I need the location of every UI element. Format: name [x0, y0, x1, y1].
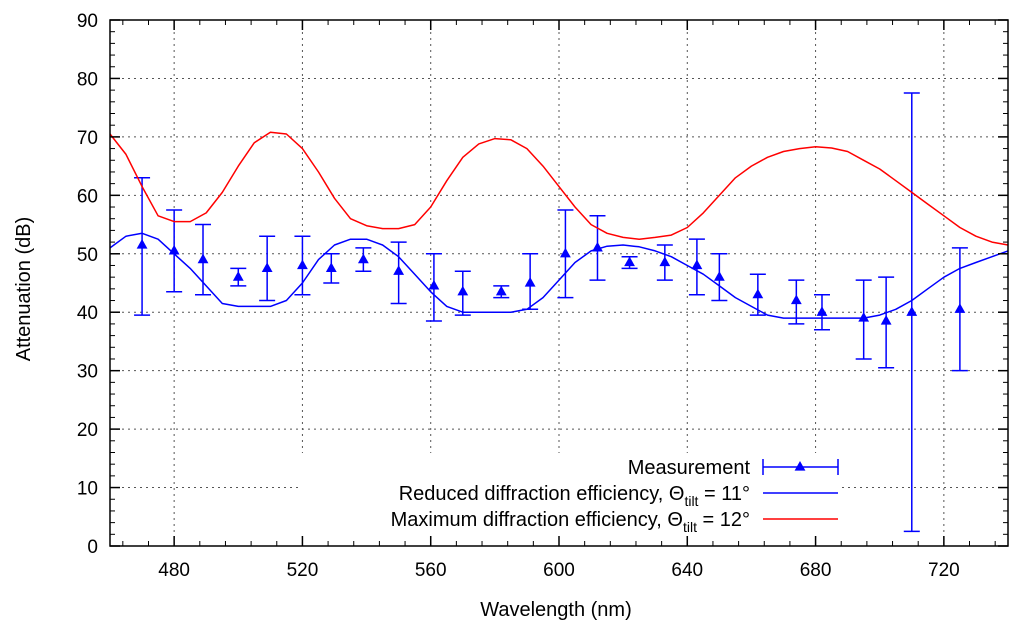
measurement-point	[136, 239, 148, 249]
legend-label-maximum: Maximum diffraction efficiency, Θtilt = …	[391, 509, 750, 535]
series-line-1	[109, 232, 1009, 319]
x-tick-label: 560	[415, 560, 447, 581]
y-tick-label: 60	[77, 186, 98, 207]
x-axis-title: Wavelength (nm)	[480, 599, 632, 621]
legend-reduced-prefix: Reduced diffraction efficiency, Θ	[399, 483, 685, 505]
measurement-point	[325, 262, 337, 272]
measurement-point	[659, 256, 671, 267]
measurement-point	[906, 306, 918, 316]
measurement-point	[624, 256, 635, 267]
measurement-point	[880, 314, 892, 325]
legend: Measurement Reduced diffraction efficien…	[298, 453, 842, 535]
x-tick-label: 520	[287, 560, 319, 581]
y-tick-label: 70	[77, 128, 98, 149]
legend-maximum-prefix: Maximum diffraction efficiency, Θ	[391, 509, 683, 531]
legend-maximum-suffix: = 12°	[697, 509, 750, 531]
x-tick-label: 720	[928, 560, 960, 581]
axis-ticks: 0 10 20 30 40 50 60 70 80 90 480 520 560 600 640 680 720	[77, 11, 1008, 581]
measurement-point	[752, 288, 764, 299]
legend-swatches	[762, 459, 839, 520]
measurement-point	[297, 259, 308, 270]
measurement-point	[713, 271, 725, 281]
series-layer	[109, 92, 1009, 533]
measurement-point	[858, 312, 870, 322]
measurement-point	[790, 294, 802, 305]
measurement-point	[691, 259, 703, 270]
y-tick-label: 50	[77, 245, 98, 266]
legend-background	[298, 453, 842, 534]
measurement-point	[261, 262, 273, 272]
legend-reduced-suffix: = 11°	[698, 483, 750, 505]
y-tick-label: 0	[87, 537, 98, 558]
measurement-point	[357, 253, 369, 264]
x-tick-label: 480	[158, 560, 190, 581]
y-axis-title: Attenuation (dB)	[13, 217, 35, 362]
measurement-point	[428, 279, 440, 290]
x-tick-label: 640	[671, 560, 703, 581]
y-tick-label: 20	[77, 420, 98, 441]
series-line-2	[109, 131, 1009, 246]
legend-label-measurement: Measurement	[628, 457, 751, 479]
measurement-point	[232, 271, 244, 281]
measurement-point	[954, 303, 966, 313]
y-tick-label: 80	[77, 69, 98, 90]
legend-swatch-measurement-marker	[794, 461, 806, 471]
y-tick-label: 40	[77, 303, 98, 324]
x-tick-label: 600	[543, 560, 575, 581]
measurement-point	[524, 277, 536, 287]
y-tick-label: 90	[77, 11, 98, 32]
legend-reduced-subscript: tilt	[684, 493, 698, 509]
measurement-point	[560, 247, 571, 258]
measurement-point	[495, 285, 507, 296]
y-tick-label: 10	[77, 479, 98, 500]
measurement-point	[457, 285, 469, 296]
measurement-point	[393, 265, 405, 275]
legend-label-reduced: Reduced diffraction efficiency, Θtilt = …	[399, 483, 750, 509]
legend-maximum-subscript: tilt	[683, 519, 697, 535]
measurement-point	[197, 253, 209, 264]
measurement-point	[816, 306, 828, 316]
y-tick-label: 30	[77, 362, 98, 383]
x-tick-label: 680	[800, 560, 832, 581]
